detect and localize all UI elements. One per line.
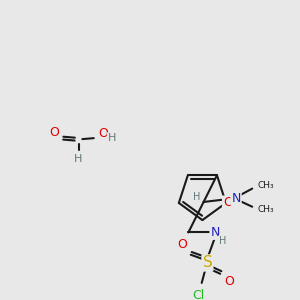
Text: N: N: [231, 192, 241, 205]
Text: H: H: [108, 133, 116, 143]
Text: H: H: [193, 192, 201, 202]
Text: CH₃: CH₃: [258, 205, 274, 214]
Text: O: O: [49, 126, 59, 139]
Text: H: H: [219, 236, 226, 246]
Text: O: O: [178, 238, 188, 251]
Text: H: H: [74, 154, 83, 164]
Text: S: S: [202, 255, 212, 270]
Text: CH₃: CH₃: [258, 181, 274, 190]
Text: O: O: [98, 127, 108, 140]
Text: O: O: [224, 274, 234, 287]
Text: O: O: [223, 196, 233, 209]
Text: Cl: Cl: [192, 289, 204, 300]
Text: N: N: [210, 226, 220, 239]
